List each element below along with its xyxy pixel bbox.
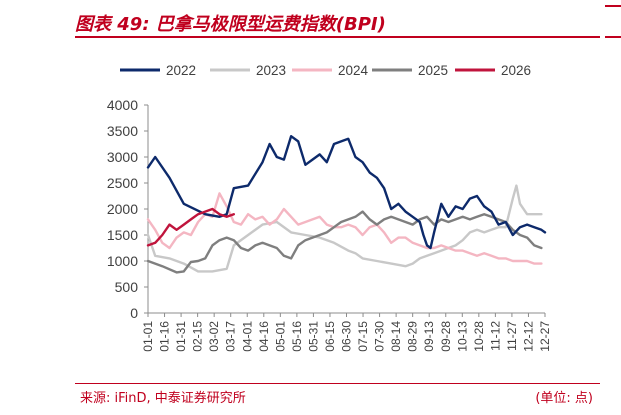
x-tick-label: 12-27 [538, 321, 552, 352]
x-tick-label: 10-28 [472, 321, 486, 352]
legend-label-2022: 2022 [166, 63, 196, 78]
x-tick-label: 04-16 [257, 321, 271, 352]
x-axis: 01-01 01-16 01-31 02-15 03-02 03-17 04-01 04-16… [141, 312, 552, 352]
x-tick-label: 02-15 [191, 321, 205, 352]
x-tick-label: 01-16 [158, 321, 172, 352]
title-rule [75, 36, 600, 38]
series-line-2023 [146, 184, 543, 273]
x-tick-label: 06-15 [323, 321, 337, 352]
x-tick-label: 05-01 [273, 321, 287, 352]
x-tick-label: 12-12 [521, 321, 535, 352]
x-tick-label: 07-30 [373, 321, 387, 352]
x-tick-label: 05-16 [290, 321, 304, 352]
chart-legend: 2022 2023 2024 2025 2026 [120, 63, 531, 78]
x-tick-label: 11-27 [505, 321, 519, 351]
y-tick-label: 2000 [107, 201, 138, 217]
y-tick-label: 1000 [107, 253, 138, 269]
y-tick-label: 500 [115, 279, 139, 295]
x-tick-label: 01-01 [141, 321, 155, 352]
x-tick-label: 06-30 [340, 321, 354, 352]
legend-label-2023: 2023 [256, 63, 286, 78]
source-rule [75, 383, 600, 384]
series-line-2024 [146, 192, 543, 265]
source-note: 来源: iFinD, 中泰证券研究所 [80, 391, 246, 406]
x-tick-label: 10-13 [455, 321, 469, 352]
x-tick-label: 04-01 [240, 321, 254, 352]
figure-title: 图表 49: 巴拿马极限型运费指数(BPI) [75, 14, 386, 35]
series-line-2025 [146, 210, 543, 274]
legend-label-2025: 2025 [418, 63, 448, 78]
y-axis: 0 500 1000 1500 2000 2500 3000 3500 4000 [107, 97, 149, 321]
y-tick-label: 1500 [107, 227, 138, 243]
x-tick-label: 01-31 [174, 321, 188, 352]
series-line-2022 [146, 135, 547, 250]
edge-mark-top [605, 5, 621, 7]
x-tick-label: 09-13 [422, 321, 436, 352]
legend-label-2024: 2024 [338, 63, 369, 78]
x-tick-label: 09-28 [439, 321, 453, 352]
legend-label-2026: 2026 [501, 63, 531, 78]
x-tick-label: 03-02 [207, 321, 221, 352]
x-tick-label: 03-17 [224, 321, 238, 352]
edge-mark-bottom [605, 36, 621, 38]
y-tick-label: 4000 [107, 97, 138, 113]
x-tick-label: 11-12 [488, 321, 502, 351]
y-tick-label: 2500 [107, 175, 138, 191]
figure-header: 图表 49: 巴拿马极限型运费指数(BPI) [75, 8, 600, 40]
x-tick-label: 05-31 [306, 321, 320, 352]
series-lines [146, 135, 547, 274]
unit-note: (单位: 点) [535, 391, 593, 406]
series-line-2026 [146, 207, 235, 247]
y-tick-label: 3500 [107, 123, 138, 139]
y-tick-label: 0 [130, 305, 138, 321]
x-tick-label: 08-14 [389, 321, 403, 352]
x-tick-label: 07-15 [356, 321, 370, 352]
x-tick-label: 08-29 [406, 321, 420, 352]
y-tick-label: 3000 [107, 149, 138, 165]
